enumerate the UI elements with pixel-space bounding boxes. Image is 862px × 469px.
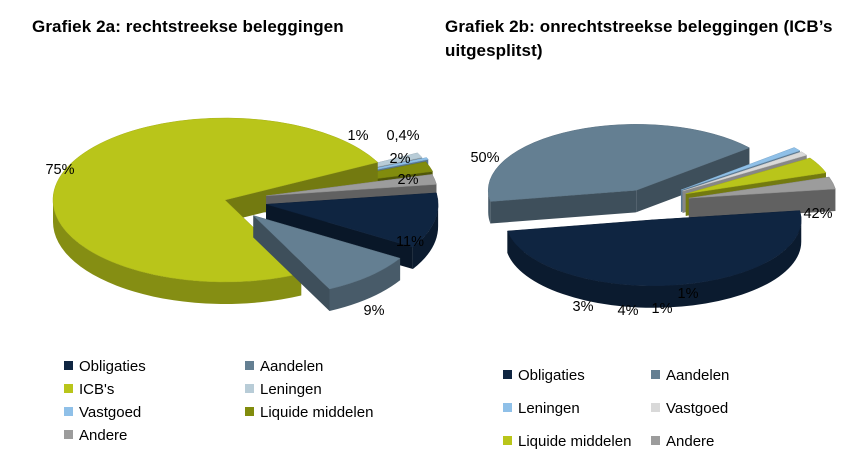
chart-b-data-label-liquide-middelen: 4% — [618, 303, 639, 319]
chart-a-title: Grafiek 2a: rechtstreekse beleggingen — [32, 17, 344, 36]
chart-a-legend-swatch-leningen — [245, 384, 254, 393]
chart-b-slice-wall-end-aandelen — [636, 147, 750, 213]
chart-a-slice-aandelen — [253, 215, 401, 290]
chart-a-legend-item-leningen: Leningen — [245, 381, 322, 399]
chart-a-data-label-aandelen: 9% — [364, 303, 385, 319]
chart-b-legend-swatch-vastgoed — [651, 403, 660, 412]
chart-b-legend-swatch-obligaties — [503, 370, 512, 379]
chart-a-legend-item-icbs: ICB's — [64, 381, 114, 399]
chart-b-legend-item-aandelen: Aandelen — [651, 367, 729, 385]
chart-b-slice-aandelen — [488, 124, 751, 202]
chart-a-data-label-leningen: 1% — [348, 128, 369, 144]
chart-b-legend-swatch-aandelen — [651, 370, 660, 379]
chart-a-legend-item-liquide-middelen: Liquide middelen — [245, 404, 373, 422]
chart-b-legend-label-aandelen: Aandelen — [666, 367, 730, 384]
chart-a-slice-side-obligaties — [412, 204, 439, 270]
chart-a-legend-item-obligaties: Obligaties — [64, 358, 146, 376]
chart-b-slice-side-obligaties — [507, 219, 802, 308]
chart-a-slice-side-aandelen — [329, 258, 401, 312]
chart-a-legend-swatch-vastgoed — [64, 407, 73, 416]
chart-a-slice-icbs — [52, 117, 379, 283]
chart-b-legend-item-liquide-middelen: Liquide middelen — [503, 433, 631, 451]
chart-b-data-label-vastgoed: 1% — [652, 301, 673, 317]
chart-a-legend-label-andere: Andere — [79, 427, 128, 444]
chart-b-legend-swatch-liquide-middelen — [503, 436, 512, 445]
chart-a-slice-wall-end-aandelen — [253, 215, 330, 312]
chart-b-slice-vastgoed — [682, 151, 808, 192]
chart-a-legend-label-liquide-middelen: Liquide middelen — [260, 404, 374, 421]
chart-b-data-label-andere: 3% — [573, 299, 594, 315]
chart-a-legend-swatch-andere — [64, 430, 73, 439]
chart-b-legend-label-andere: Andere — [666, 433, 715, 450]
chart-a-legend-label-obligaties: Obligaties — [79, 358, 146, 375]
chart-a-slice-side-icbs — [53, 200, 302, 304]
chart-b-slice-liquide-middelen — [685, 157, 827, 195]
chart-a-data-label-vastgoed: 0,4% — [386, 128, 419, 144]
chart-a-slice-andere — [266, 174, 437, 197]
chart-b-slice-leningen — [680, 147, 801, 191]
chart-a-data-label-liquide-middelen: 2% — [390, 151, 411, 167]
chart-a-data-label-obligaties: 11% — [396, 234, 424, 250]
chart-a-legend-swatch-liquide-middelen — [245, 407, 254, 416]
chart-a-legend-label-vastgoed: Vastgoed — [79, 404, 142, 421]
chart-a-legend-swatch-aandelen — [245, 361, 254, 370]
chart-b-legend-label-liquide-middelen: Liquide middelen — [518, 433, 632, 450]
chart-a-legend-swatch-icbs — [64, 384, 73, 393]
chart-a-data-label-andere: 2% — [398, 172, 419, 188]
chart-b-legend-label-vastgoed: Vastgoed — [666, 400, 729, 417]
chart-a-legend-item-vastgoed: Vastgoed — [64, 404, 141, 422]
chart-b-legend-swatch-andere — [651, 436, 660, 445]
chart-a-plot: 11% 9% 75% 1% 0,4% 2% 2% — [45, 117, 439, 319]
chart-a-slice-obligaties — [266, 192, 439, 248]
chart-b-legend-item-leningen: Leningen — [503, 400, 580, 418]
chart-b-data-label-aandelen: 42% — [803, 206, 832, 222]
chart-b-title: Grafiek 2b: onrechtstreekse beleggingen … — [445, 17, 833, 60]
chart-b-slice-side-aandelen — [488, 190, 491, 224]
chart-a-legend-label-leningen: Leningen — [260, 381, 322, 398]
chart-b-legend-swatch-leningen — [503, 403, 512, 412]
chart-b-legend-label-leningen: Leningen — [518, 400, 580, 417]
chart-b-slice-andere — [688, 176, 836, 199]
chart-b-plot: 50% 42% 1% 1% 4% 3% — [470, 124, 836, 319]
chart-a-legend-swatch-obligaties — [64, 361, 73, 370]
chart-b-data-label-obligaties: 50% — [470, 150, 499, 166]
chart-a-legend-item-andere: Andere — [64, 427, 127, 445]
chart-a-legend-label-icbs: ICB's — [79, 381, 115, 398]
chart-b-legend-item-obligaties: Obligaties — [503, 367, 585, 385]
chart-b-data-label-leningen: 1% — [678, 286, 699, 302]
chart-b-legend-label-obligaties: Obligaties — [518, 367, 585, 384]
chart-a-data-label-icbs: 75% — [45, 162, 74, 178]
chart-b-slice-obligaties — [507, 210, 802, 287]
chart-b-slice-wall-start-aandelen — [490, 190, 637, 224]
chart-b-legend-item-vastgoed: Vastgoed — [651, 400, 728, 418]
chart-a-legend-item-aandelen: Aandelen — [245, 358, 323, 376]
chart-a-legend-label-aandelen: Aandelen — [260, 358, 324, 375]
chart-b-legend-item-andere: Andere — [651, 433, 714, 451]
